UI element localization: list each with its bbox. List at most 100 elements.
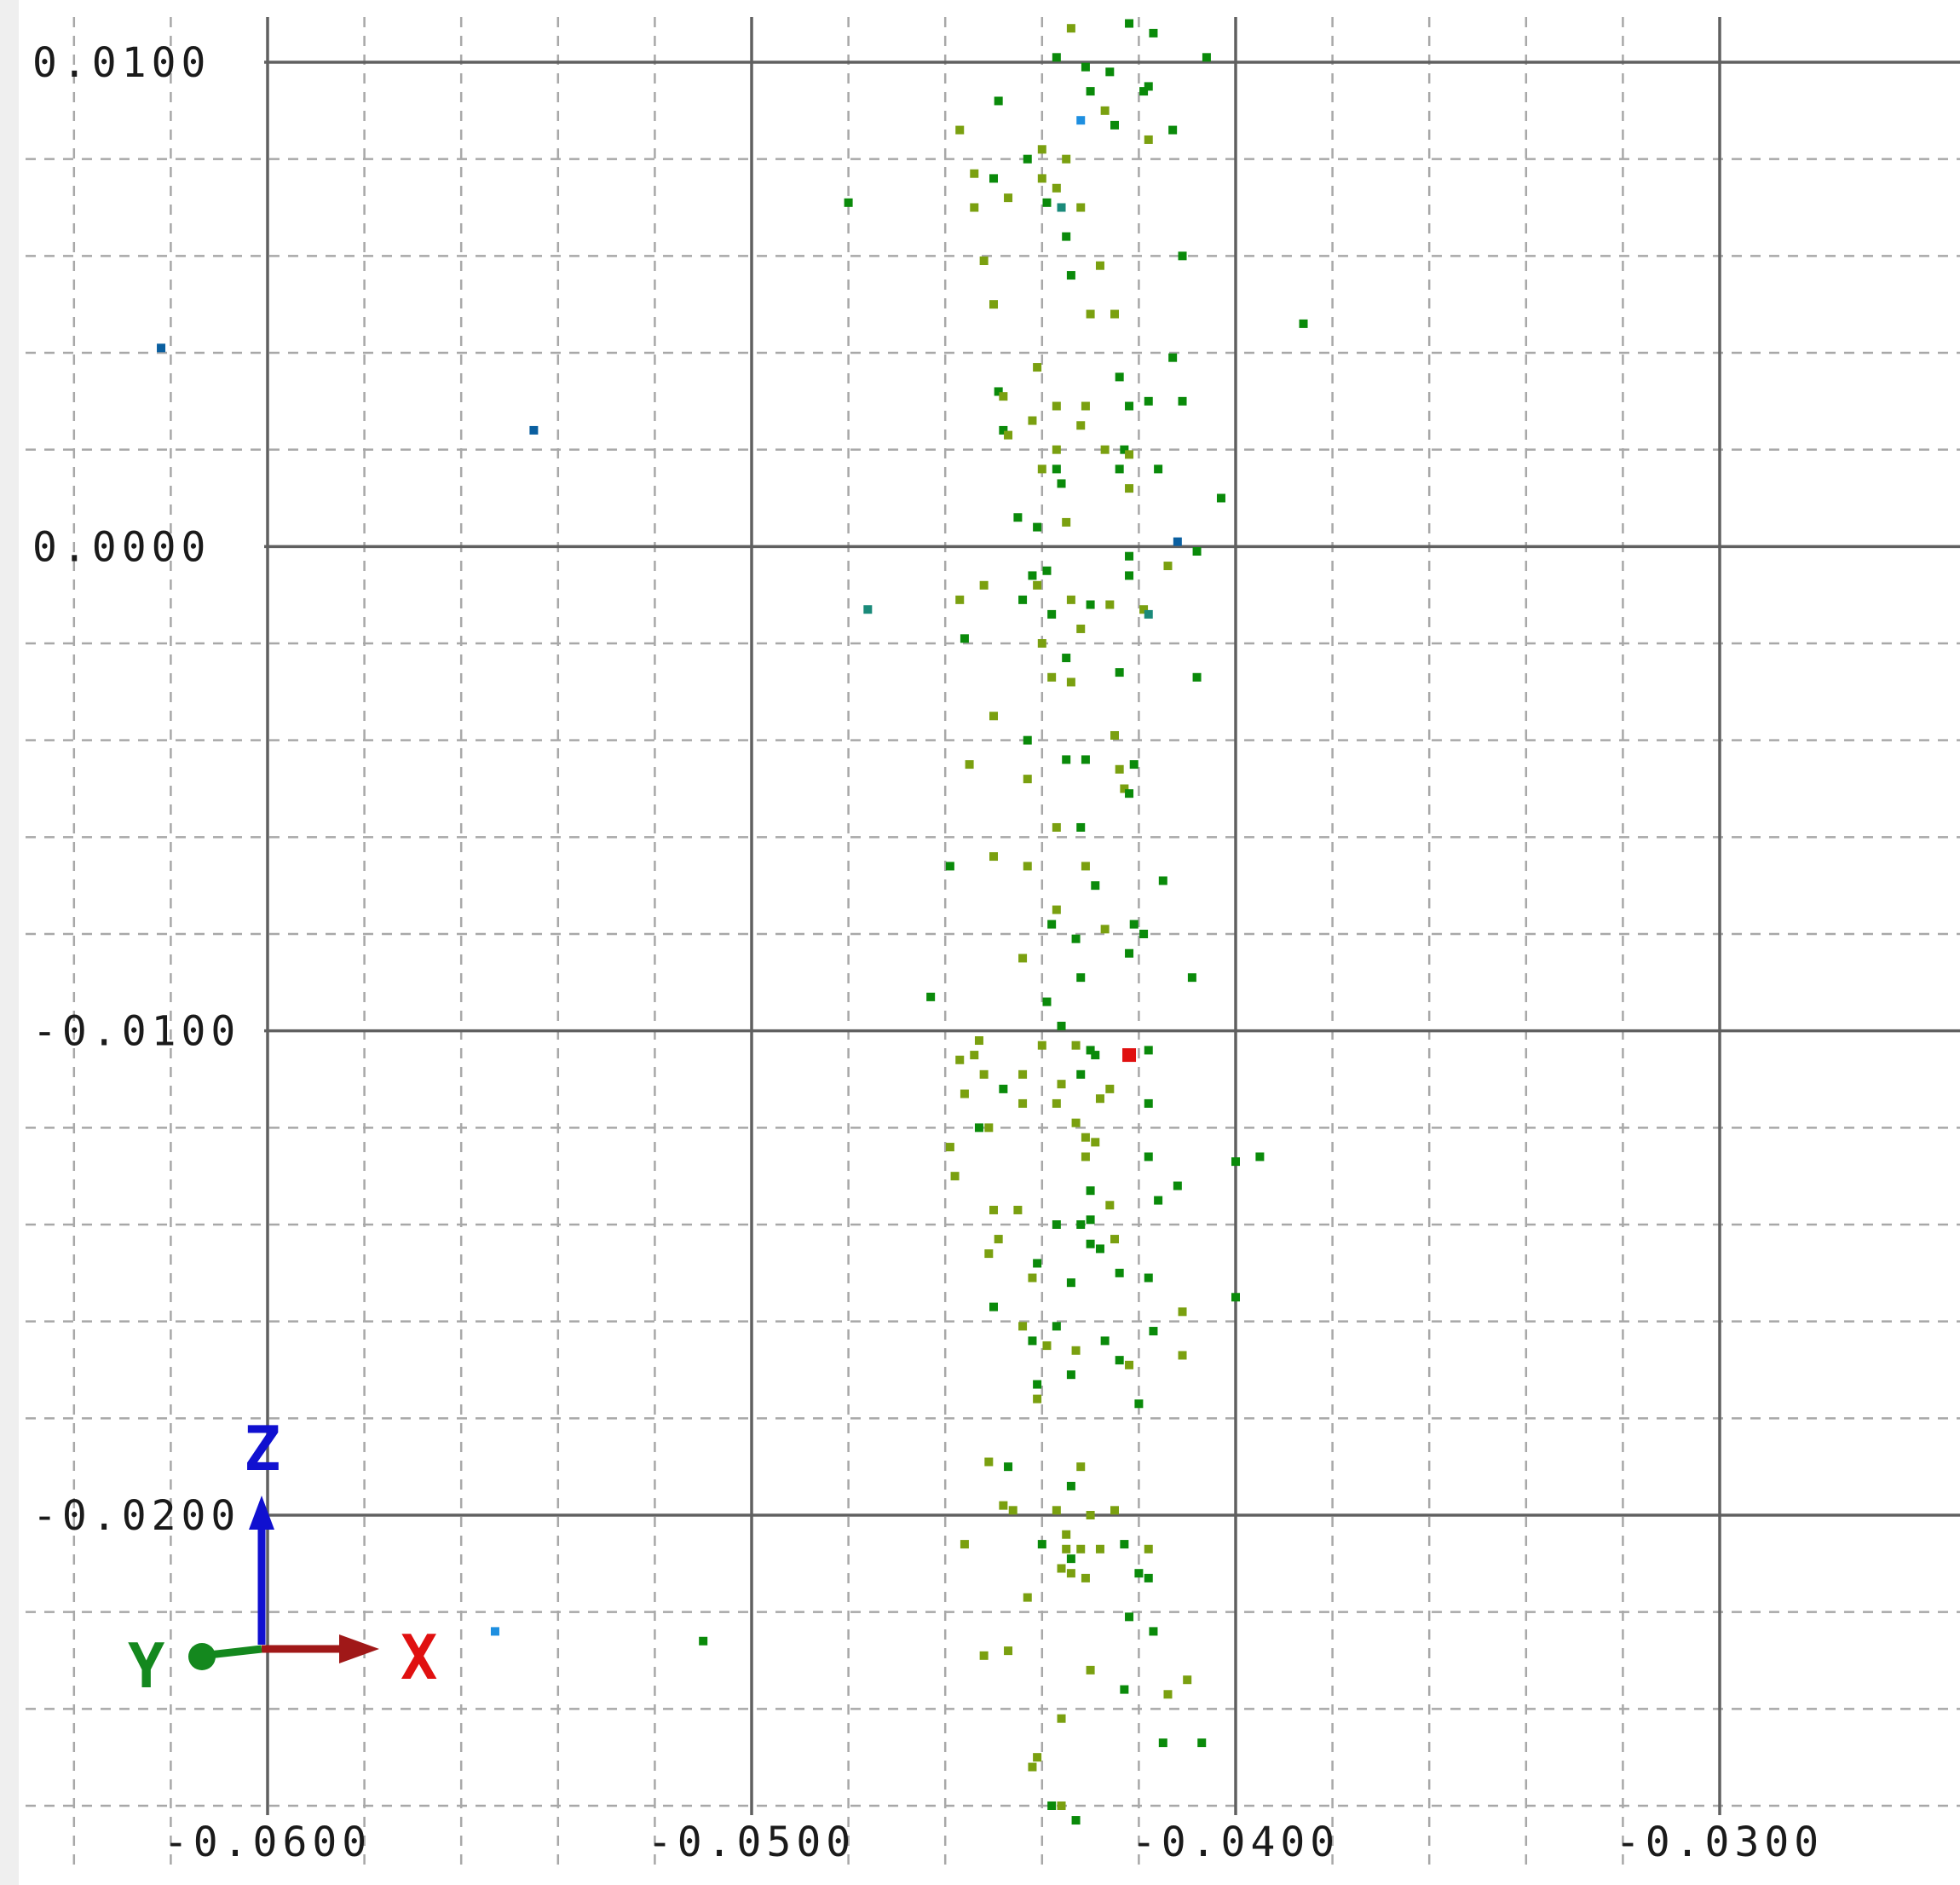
data-point [1062, 1544, 1071, 1554]
data-point [1125, 1612, 1134, 1622]
data-point [1013, 513, 1023, 522]
data-point [1023, 154, 1032, 164]
data-point [1091, 881, 1100, 891]
data-point [984, 1123, 994, 1133]
data-point [1134, 1399, 1144, 1409]
data-point [999, 1084, 1008, 1093]
data-point [1076, 624, 1086, 633]
data-point [1071, 1346, 1081, 1355]
data-point [1042, 997, 1052, 1006]
data-point [989, 300, 998, 309]
data-point [1057, 1801, 1066, 1810]
data-point [1086, 309, 1095, 319]
data-point [1095, 1544, 1104, 1554]
y-axis-label: Y [128, 1630, 165, 1702]
data-point [1052, 445, 1061, 454]
data-point [1125, 19, 1134, 28]
data-point [157, 343, 166, 353]
data-point [1110, 730, 1119, 740]
data-point [979, 580, 989, 590]
data-point [529, 425, 539, 435]
data-point [1037, 145, 1046, 154]
data-point [1004, 1646, 1013, 1656]
data-point [1095, 1094, 1104, 1104]
data-point [1037, 174, 1046, 183]
data-point [1047, 1801, 1057, 1810]
data-point [1076, 822, 1086, 832]
data-point [1081, 1133, 1090, 1142]
data-point [1066, 1370, 1075, 1380]
y-tick-labels: 0.0100 0.0000 -0.0100 -0.0200 [32, 39, 240, 1540]
data-point [1004, 430, 1013, 440]
data-point [1139, 930, 1149, 938]
data-point [1062, 232, 1071, 241]
data-point [1086, 1186, 1095, 1196]
viewport-left-edge [0, 0, 19, 1885]
data-point [999, 392, 1008, 401]
data-point [699, 1636, 708, 1646]
data-point [1047, 672, 1057, 682]
data-point [1052, 1506, 1061, 1515]
data-point [945, 1143, 954, 1152]
data-point [1052, 1220, 1061, 1229]
data-point [1081, 755, 1090, 764]
data-point [1066, 677, 1075, 687]
data-point [1173, 537, 1182, 546]
data-point [1076, 973, 1086, 983]
data-point [1062, 755, 1071, 764]
data-point [1042, 566, 1052, 575]
data-point [955, 1055, 965, 1064]
x-axis-arrowhead [339, 1634, 379, 1663]
data-point [1144, 396, 1153, 406]
y-tick-label: 0.0000 [32, 523, 210, 571]
data-point [1081, 862, 1090, 871]
data-point [1081, 1573, 1090, 1582]
data-point [1057, 203, 1066, 212]
z-axis-arrowhead [249, 1496, 274, 1530]
data-point [970, 169, 979, 178]
data-point [1018, 1069, 1028, 1079]
data-points [157, 19, 1308, 1825]
data-point [1076, 1069, 1086, 1079]
data-point [1129, 760, 1139, 770]
data-point [1125, 571, 1134, 580]
data-point [1086, 1046, 1095, 1055]
data-point [999, 425, 1008, 435]
data-point [979, 257, 989, 266]
data-point [1052, 183, 1061, 193]
data-point [1086, 1511, 1095, 1519]
data-point [1081, 62, 1090, 72]
data-point [999, 1501, 1008, 1510]
data-point [1086, 600, 1095, 609]
data-point [1231, 1157, 1240, 1167]
data-point [950, 1172, 960, 1181]
data-point [1255, 1152, 1265, 1162]
data-point [1100, 1336, 1110, 1346]
data-point [1168, 125, 1178, 135]
data-point [1149, 28, 1158, 37]
y-tick-label: -0.0100 [32, 1008, 240, 1056]
data-point [989, 1205, 998, 1214]
data-point [1125, 450, 1134, 459]
data-point [1139, 87, 1149, 96]
data-point [1187, 973, 1196, 983]
data-point [1081, 401, 1090, 411]
data-point [1057, 1021, 1066, 1030]
data-point [1202, 53, 1211, 62]
data-point [1028, 416, 1037, 425]
data-point [1071, 1118, 1081, 1127]
data-point [1154, 1196, 1163, 1205]
data-point [1158, 1738, 1167, 1748]
data-point [1095, 261, 1104, 270]
data-point [1028, 1336, 1037, 1346]
data-point [1178, 1351, 1187, 1360]
data-point [989, 1302, 998, 1311]
data-point [1100, 445, 1110, 454]
y-tick-label: 0.0100 [32, 39, 210, 87]
data-point [974, 1123, 983, 1133]
data-point [1216, 493, 1225, 503]
x-axis-label: X [401, 1622, 437, 1693]
data-point [1115, 1268, 1124, 1277]
data-point [1086, 1239, 1095, 1248]
